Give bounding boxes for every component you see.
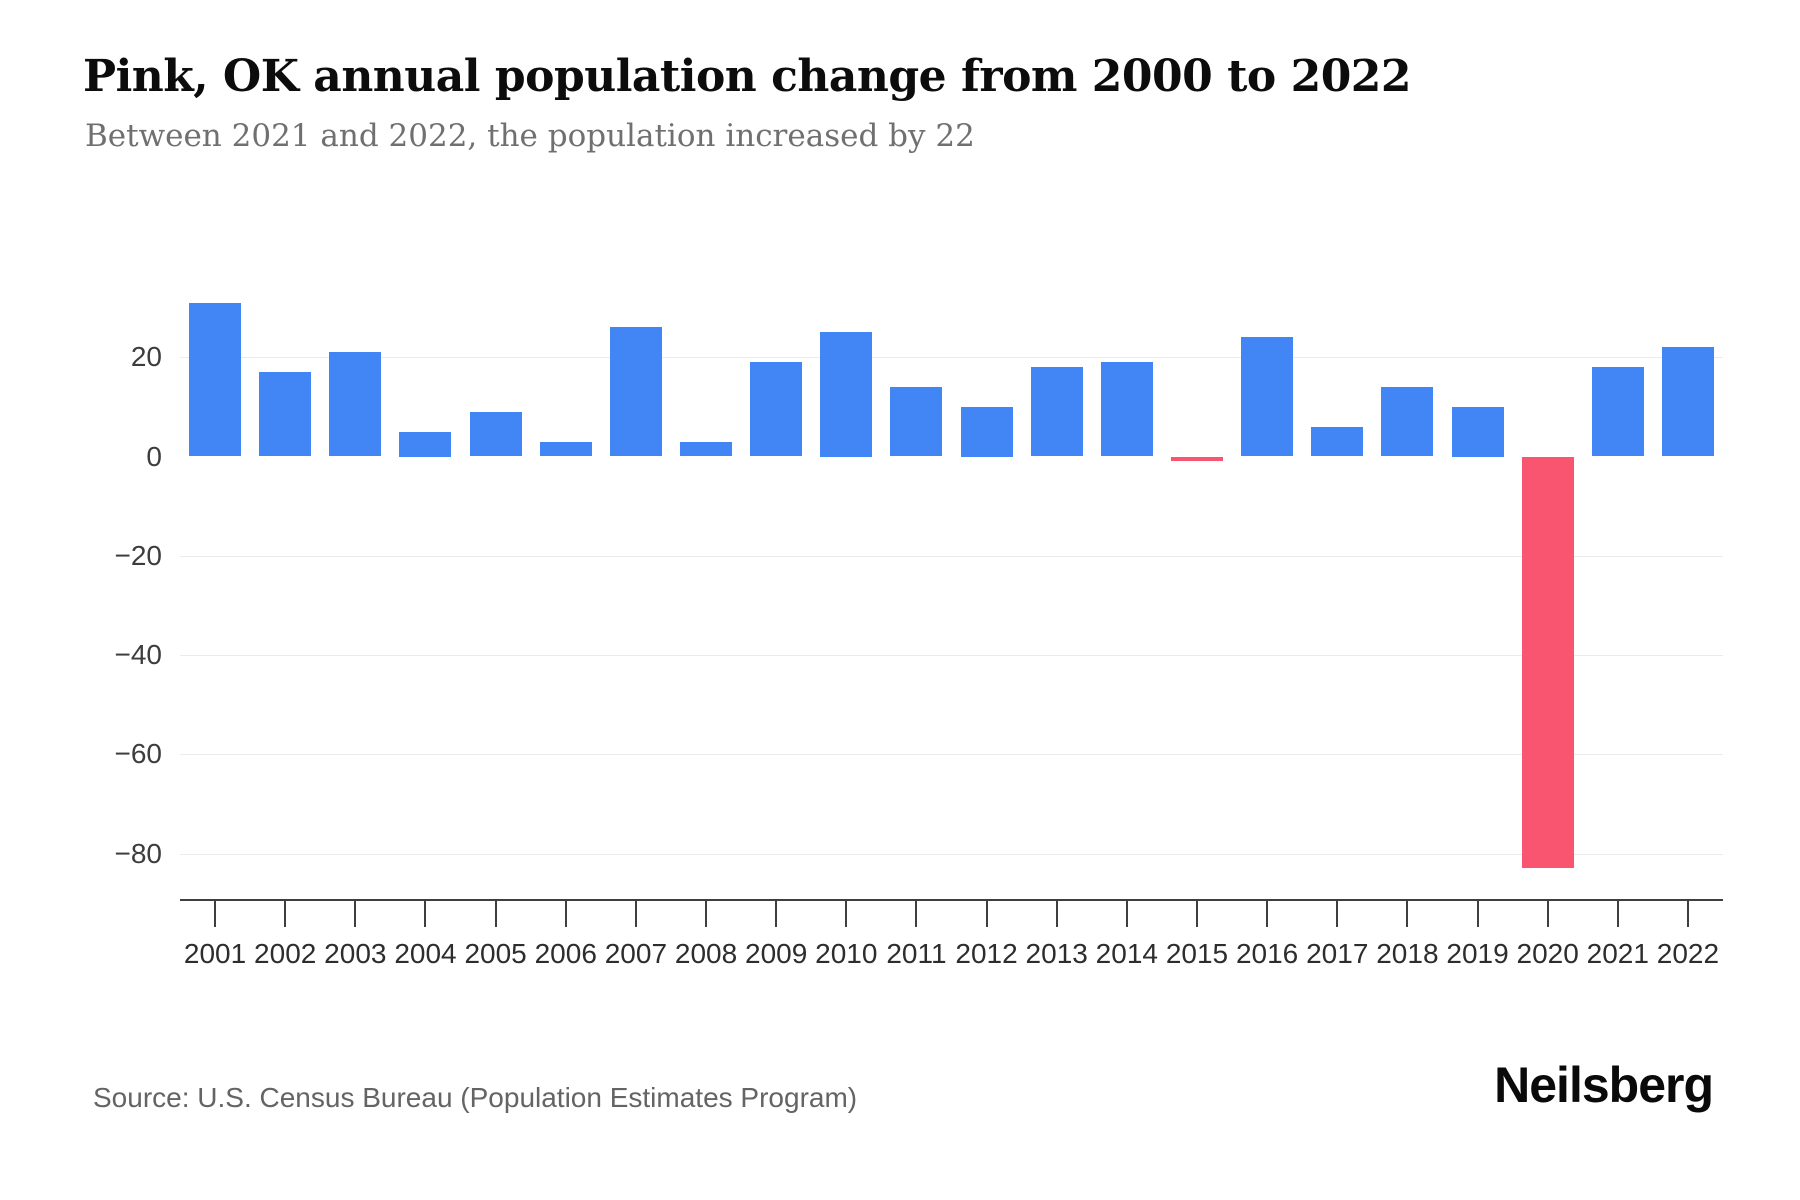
x-tick-2004: [424, 899, 427, 927]
y-axis-label: −80: [114, 837, 163, 869]
bar-2014: [1100, 362, 1153, 457]
x-axis-label-2011: 2011: [886, 938, 947, 969]
chart-title: Pink, OK annual population change from 2…: [83, 51, 1412, 102]
x-axis-label-2018: 2018: [1376, 938, 1439, 969]
x-axis-label-2022: 2022: [1656, 938, 1720, 969]
bar-2019: [1451, 406, 1504, 457]
x-tick-2012: [985, 899, 988, 927]
bar-2004: [399, 431, 452, 457]
bar-2005: [469, 411, 522, 457]
x-axis-label-2005: 2005: [464, 938, 527, 969]
x-tick-2019: [1476, 899, 1479, 927]
x-axis-label-2010: 2010: [815, 938, 878, 969]
bar-2021: [1591, 367, 1644, 457]
x-axis-label-2001: 2001: [183, 938, 247, 969]
bar-2001: [189, 302, 242, 457]
x-axis-label-2013: 2013: [1025, 938, 1088, 969]
x-axis-line: [180, 899, 1723, 901]
x-tick-2002: [284, 899, 287, 927]
y-axis-label: 0: [146, 440, 162, 472]
x-axis-label-2007: 2007: [604, 938, 668, 969]
x-axis-label-2015: 2015: [1165, 938, 1229, 969]
gridline-20: [180, 357, 1723, 359]
bar-2020: [1521, 456, 1574, 869]
x-tick-2011: [915, 899, 918, 927]
x-axis-label-2014: 2014: [1095, 938, 1158, 969]
x-tick-2020: [1546, 899, 1549, 927]
x-axis-label-2008: 2008: [674, 938, 738, 969]
x-axis-label-2020: 2020: [1516, 938, 1579, 969]
x-axis-label-2004: 2004: [394, 938, 457, 969]
chart-subtitle: Between 2021 and 2022, the population in…: [85, 118, 975, 154]
source-note: Source: U.S. Census Bureau (Population E…: [93, 1082, 858, 1113]
x-tick-2016: [1266, 899, 1269, 927]
x-tick-2014: [1125, 899, 1128, 927]
bar-2010: [820, 332, 873, 457]
x-tick-2003: [354, 899, 357, 927]
x-axis-label-2003: 2003: [324, 938, 387, 969]
x-tick-2009: [775, 899, 778, 927]
bar-2008: [680, 441, 733, 457]
bar-2011: [890, 387, 943, 457]
y-axis-label: −20: [114, 539, 163, 571]
y-axis-label: 20: [130, 341, 162, 373]
x-axis-label-2021: 2021: [1586, 938, 1649, 969]
x-tick-2010: [845, 899, 848, 927]
x-axis-label-2009: 2009: [745, 938, 808, 969]
x-axis-label-2002: 2002: [254, 938, 317, 969]
y-axis-label: −60: [114, 738, 163, 770]
bar-2003: [329, 352, 382, 457]
bar-2012: [960, 406, 1013, 457]
bar-2013: [1030, 367, 1083, 457]
y-axis-label: −40: [114, 639, 163, 670]
x-axis-label-2012: 2012: [955, 938, 1018, 969]
bar-2009: [750, 362, 803, 457]
x-tick-2005: [494, 899, 497, 927]
gridline--80: [180, 853, 1723, 855]
x-tick-2001: [214, 899, 217, 927]
x-axis-label-2006: 2006: [534, 938, 597, 969]
gridline--20: [180, 555, 1723, 557]
x-tick-2007: [634, 899, 637, 927]
x-tick-2022: [1686, 899, 1689, 927]
bar-2007: [609, 327, 662, 457]
bar-2017: [1311, 426, 1364, 457]
x-axis-label-2016: 2016: [1235, 938, 1299, 969]
x-axis-label-2017: 2017: [1306, 938, 1369, 969]
bar-2022: [1661, 347, 1714, 457]
gridline--40: [180, 655, 1723, 656]
bar-2006: [539, 441, 592, 457]
x-tick-2006: [564, 899, 567, 927]
x-tick-2021: [1616, 899, 1619, 927]
x-tick-2015: [1195, 899, 1198, 927]
bar-2016: [1241, 337, 1294, 457]
brand-logo: Neilsberg: [1494, 1057, 1714, 1113]
bar-2015: [1170, 456, 1223, 462]
x-axis-label-2019: 2019: [1446, 938, 1509, 969]
x-tick-2008: [705, 899, 708, 927]
bar-2002: [259, 372, 312, 457]
x-tick-2017: [1336, 899, 1339, 927]
x-tick-2018: [1406, 899, 1409, 927]
bar-2018: [1381, 387, 1434, 457]
x-tick-2013: [1055, 899, 1058, 927]
gridline--60: [180, 754, 1723, 756]
